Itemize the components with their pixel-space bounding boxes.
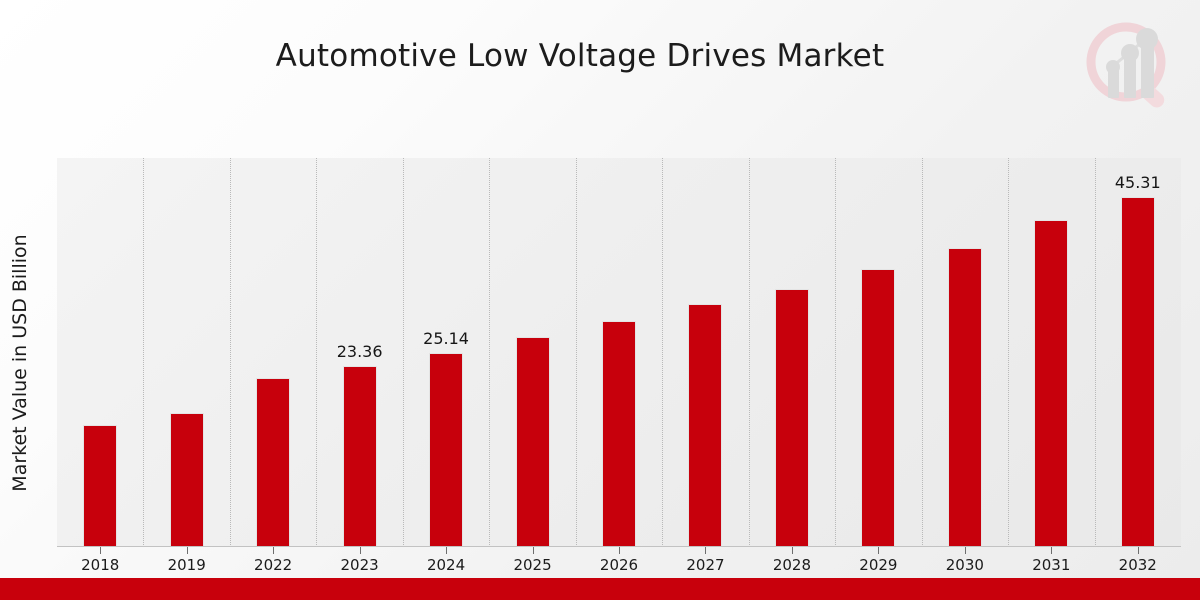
gridline: [316, 158, 318, 547]
x-tick-label-2032: 2032: [1118, 556, 1157, 574]
bar-2018[interactable]: [83, 424, 118, 547]
x-axis-line: [57, 546, 1181, 547]
bar-2029[interactable]: [861, 268, 896, 547]
gridline: [835, 158, 837, 547]
bar-value-label-2023: 23.36: [336, 342, 383, 362]
gridline: [229, 158, 231, 547]
x-tick-label-2027: 2027: [686, 556, 725, 574]
bar-2025[interactable]: [515, 336, 550, 547]
bar-2028[interactable]: [774, 288, 809, 547]
footer-accent-bar: [0, 578, 1200, 600]
gridline: [143, 158, 145, 547]
x-tick-2018: [100, 547, 102, 554]
bar-2019[interactable]: [169, 413, 204, 547]
x-tick-2028: [791, 547, 793, 554]
x-tick-2026: [619, 547, 620, 554]
bar-2032[interactable]: [1120, 196, 1155, 547]
x-tick-label-2030: 2030: [945, 556, 984, 574]
gridline: [575, 158, 577, 547]
x-tick-2031: [1051, 547, 1053, 554]
bar-2031[interactable]: [1034, 219, 1069, 547]
bar-2026[interactable]: [602, 321, 636, 547]
x-tick-label-2029: 2029: [859, 556, 898, 574]
gridline: [489, 158, 491, 547]
page-title: Automotive Low Voltage Drives Market: [275, 38, 885, 74]
bar-2024[interactable]: [429, 352, 464, 547]
gridline: [662, 158, 664, 547]
bar-value-label-2032: 45.31: [1114, 172, 1161, 192]
x-tick-label-2022: 2022: [254, 556, 293, 574]
x-tick-label-2018: 2018: [81, 556, 120, 574]
gridline: [1094, 158, 1096, 547]
x-tick-label-2024: 2024: [426, 556, 466, 574]
x-tick-2025: [532, 547, 534, 554]
x-tick-label-2023: 2023: [340, 556, 379, 574]
x-tick-2030: [964, 547, 966, 554]
bar-2022[interactable]: [256, 377, 291, 547]
x-tick-label-2019: 2019: [167, 556, 206, 574]
market-research-magnifier-logo: [1078, 18, 1182, 116]
x-tick-label-2031: 2031: [1032, 556, 1071, 574]
bar-2023[interactable]: [342, 366, 377, 547]
x-tick-2023: [359, 547, 361, 554]
gridline: [748, 158, 750, 547]
plot-area: 23.36 25.14 45.31 2018 2019 2022 2023 2024 2025…: [57, 158, 1181, 574]
x-tick-2019: [186, 547, 188, 554]
y-axis-title: Market Value in USD Billion: [9, 234, 31, 492]
x-tick-2022: [273, 547, 275, 554]
gridline: [921, 158, 923, 547]
x-tick-2024: [446, 547, 448, 554]
bar-2027[interactable]: [688, 304, 723, 547]
x-tick-2029: [878, 547, 880, 554]
gridline: [1008, 158, 1010, 547]
gridline: [402, 158, 404, 547]
x-tick-label-2025: 2025: [513, 556, 552, 574]
x-tick-label-2028: 2028: [772, 556, 812, 574]
x-tick-2027: [705, 547, 707, 554]
bar-value-label-2024: 25.14: [423, 328, 469, 348]
x-tick-label-2026: 2026: [599, 556, 639, 574]
bar-2030[interactable]: [947, 248, 982, 547]
x-tick-2032: [1137, 547, 1139, 554]
